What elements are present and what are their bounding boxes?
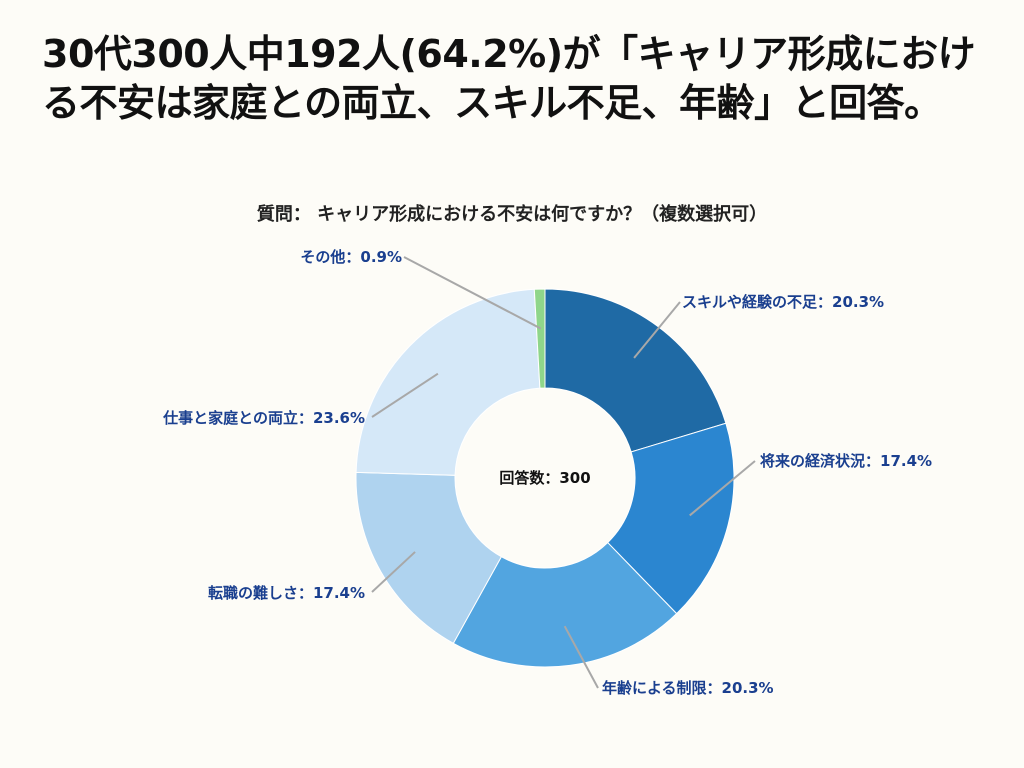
leader-line-5 <box>371 372 439 418</box>
slice-label-5: 仕事と家庭との両立：23.6% <box>162 409 365 427</box>
slice-5 <box>355 288 541 476</box>
slice-label-6: その他：0.9% <box>300 248 402 266</box>
slice-2 <box>606 422 735 615</box>
slice-labels: スキルや経験の不足：20.3% 将来の経済状況：17.4% 年齢による制限：20.3… <box>162 248 932 697</box>
slice-label-2: 将来の経済状況：17.4% <box>760 452 932 470</box>
slice-label-4: 転職の難しさ：17.4% <box>208 584 365 602</box>
leader-line-2 <box>689 460 756 517</box>
leader-line-1 <box>633 301 681 359</box>
slice-label-1: スキルや経験の不足：20.3% <box>682 293 884 311</box>
slice-6 <box>533 288 546 389</box>
leader-line-6 <box>403 256 542 330</box>
leader-lines <box>371 256 756 689</box>
leader-line-3 <box>563 625 599 689</box>
slice-3 <box>452 541 678 668</box>
slice-label-3: 年齢による制限：20.3% <box>602 679 774 697</box>
slice-1 <box>544 288 727 453</box>
leader-line-4 <box>371 551 416 593</box>
center-label: 回答数：300 <box>499 469 590 487</box>
donut-slices <box>355 288 735 668</box>
question-subtitle: 質問： キャリア形成における不安は何ですか？（複数選択可） <box>256 204 768 225</box>
slice-4 <box>355 471 503 644</box>
headline: 30代300人中192人(64.2%)が「キャリア形成における不安は家庭との両立… <box>42 32 976 125</box>
